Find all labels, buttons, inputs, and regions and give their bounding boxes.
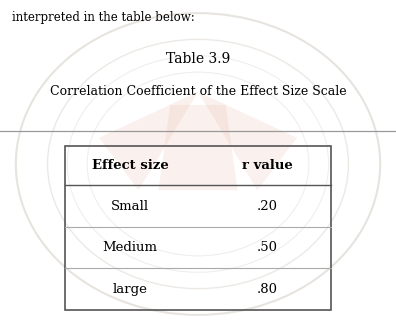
Text: Correlation Coefficient of the Effect Size Scale: Correlation Coefficient of the Effect Si… [50,85,346,98]
Text: .80: .80 [257,283,278,296]
Text: Table 3.9: Table 3.9 [166,52,230,67]
Text: Medium: Medium [103,241,158,254]
Text: .20: .20 [257,200,278,213]
Text: r value: r value [242,159,292,172]
Text: Small: Small [111,200,149,213]
Text: interpreted in the table below:: interpreted in the table below: [12,11,194,25]
Text: Effect size: Effect size [92,159,169,172]
Text: .50: .50 [257,241,278,254]
Text: large: large [113,283,148,296]
